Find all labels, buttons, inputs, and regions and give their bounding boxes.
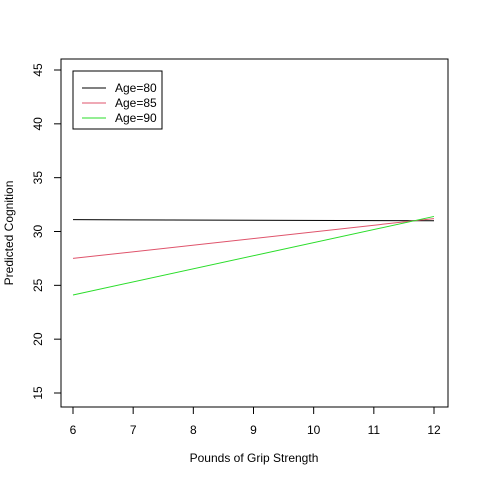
y-tick-label: 25 xyxy=(31,278,45,292)
legend-label: Age=85 xyxy=(115,96,157,110)
y-tick-label: 45 xyxy=(31,63,45,77)
x-tick-label: 9 xyxy=(250,423,257,437)
x-tick-label: 7 xyxy=(130,423,137,437)
x-tick-label: 11 xyxy=(368,423,381,437)
x-tick-label: 6 xyxy=(70,423,77,437)
x-tick-label: 12 xyxy=(427,423,441,437)
legend-label: Age=80 xyxy=(115,81,157,95)
y-tick-label: 35 xyxy=(31,171,45,185)
y-tick-label: 15 xyxy=(31,386,45,400)
series-layer xyxy=(72,215,435,296)
y-axis-label: Predicted Cognition xyxy=(2,181,16,286)
series-line-age-85 xyxy=(72,218,435,259)
legend-box xyxy=(72,70,163,130)
y-tick-label: 30 xyxy=(31,225,45,239)
x-axis-label: Pounds of Grip Strength xyxy=(190,451,319,465)
y-axis: 15 20 25 30 35 40 45 xyxy=(31,63,62,400)
x-axis: 6 7 8 9 10 11 12 xyxy=(70,406,441,437)
y-tick-label: 40 xyxy=(31,117,45,131)
y-tick-label: 20 xyxy=(31,332,45,346)
x-tick-label: 8 xyxy=(190,423,197,437)
series-line-age-80 xyxy=(72,219,435,222)
legend-label: Age=90 xyxy=(115,111,157,125)
series-line-age-90 xyxy=(72,215,435,296)
x-tick-label: 10 xyxy=(307,423,321,437)
